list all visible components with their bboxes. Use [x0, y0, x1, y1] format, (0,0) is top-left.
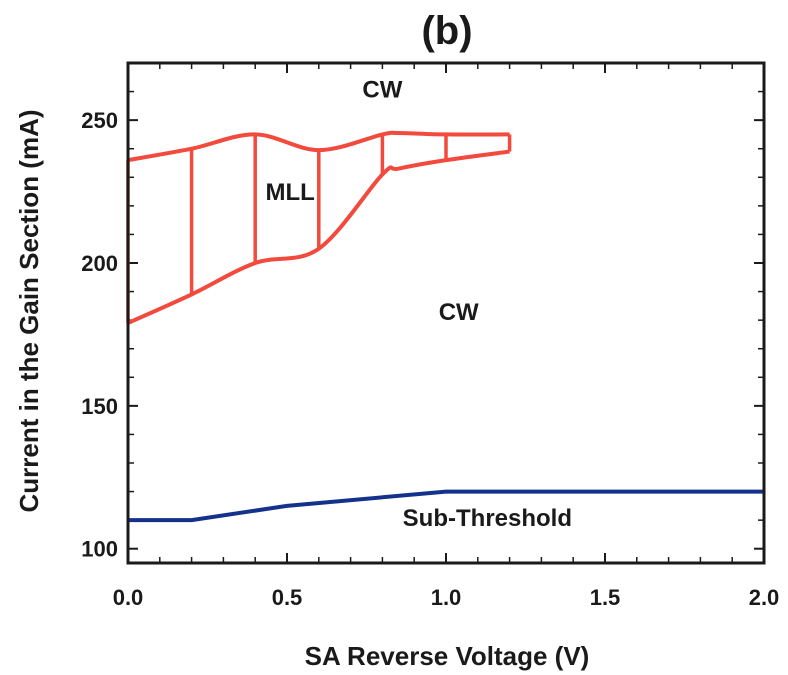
axis-tick-labels: 0.0 0.5 1.0 1.5 2.0 100 150 200 250: [81, 108, 779, 610]
plot-frame: [126, 61, 766, 565]
y-axis-label: Current in the Gain Section (mA): [14, 109, 44, 512]
x-tick-label: 1.5: [590, 585, 621, 610]
y-tick-label: 200: [81, 251, 118, 276]
chart-title: (b): [421, 9, 472, 53]
y-tick-label: 150: [81, 394, 118, 419]
chart-annotations: CW MLL CW Sub-Threshold: [266, 76, 572, 532]
region-label: MLL: [266, 179, 315, 206]
x-axis-label: SA Reverse Voltage (V): [305, 641, 590, 671]
region-label: Sub-Threshold: [403, 505, 572, 532]
mll-region: [126, 130, 512, 325]
x-tick-label: 2.0: [749, 585, 780, 610]
region-label: CW: [439, 299, 479, 326]
y-tick-label: 250: [81, 108, 118, 133]
x-tick-label: 0.5: [272, 585, 303, 610]
mll-upper-boundary: [127, 130, 510, 163]
region-label: CW: [362, 76, 402, 103]
x-tick-label: 0.0: [113, 585, 144, 610]
threshold-line: [128, 489, 764, 523]
x-tick-label: 1.0: [431, 585, 462, 610]
y-tick-label: 100: [81, 537, 118, 562]
mll-lower-boundary: [127, 149, 510, 325]
threshold-series: [128, 489, 764, 523]
